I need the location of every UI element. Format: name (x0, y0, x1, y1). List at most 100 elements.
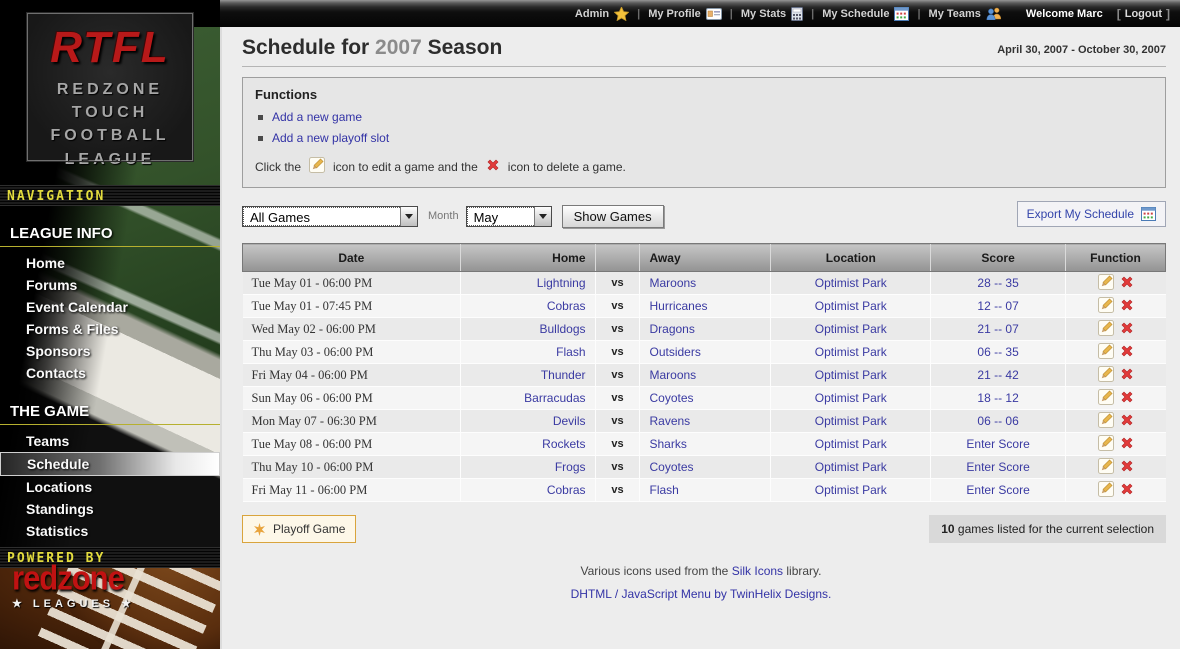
home-team-link[interactable]: Frogs (554, 460, 586, 474)
home-team-link[interactable]: Devils (552, 414, 586, 428)
delete-game-icon[interactable] (1120, 275, 1134, 292)
location-link[interactable]: Optimist Park (814, 345, 887, 359)
topbar-link-my-stats[interactable]: My Stats (741, 6, 804, 21)
delete-game-icon[interactable] (1120, 482, 1134, 499)
score-cell: 21 -- 42 (930, 363, 1066, 387)
sidebar-item-event-calendar[interactable]: Event Calendar (26, 299, 128, 315)
home-team-link[interactable]: Lightning (536, 276, 586, 290)
home-team-link[interactable]: Cobras (546, 483, 586, 497)
month-filter-select[interactable]: May (465, 205, 552, 227)
delete-game-icon[interactable] (1120, 321, 1134, 338)
home-team-cell: Devils (459, 409, 596, 433)
location-link[interactable]: Optimist Park (814, 276, 887, 290)
location-cell: Optimist Park (770, 317, 931, 341)
export-calendar-icon (1141, 207, 1156, 221)
sidebar-item-schedule[interactable]: Schedule (0, 452, 220, 476)
home-team-link[interactable]: Rockets (542, 437, 586, 451)
edit-game-icon[interactable] (1097, 273, 1114, 293)
logout-link[interactable]: Logout (1124, 7, 1162, 20)
home-team-link[interactable]: Thunder (540, 368, 586, 382)
away-team-link[interactable]: Flash (649, 483, 679, 497)
export-schedule-button[interactable]: Export My Schedule (1016, 201, 1166, 227)
location-link[interactable]: Optimist Park (814, 391, 887, 405)
away-team-link[interactable]: Maroons (649, 368, 697, 382)
topbar-link-admin[interactable]: Admin (575, 6, 630, 21)
function-link-add-a-new-playoff-slot[interactable]: Add a new playoff slot (272, 131, 390, 145)
score-link[interactable]: 21 -- 42 (977, 368, 1019, 382)
playoff-game-button[interactable]: Playoff Game (242, 515, 357, 543)
edit-game-icon[interactable] (1097, 457, 1114, 477)
location-link[interactable]: Optimist Park (814, 483, 887, 497)
sidebar-item-home[interactable]: Home (26, 255, 65, 271)
edit-game-icon[interactable] (1097, 480, 1114, 500)
show-games-button[interactable]: Show Games (561, 204, 664, 228)
location-link[interactable]: Optimist Park (814, 299, 887, 313)
twinhelix-link[interactable]: DHTML / JavaScript Menu by TwinHelix Des… (570, 587, 832, 602)
note-middle: icon to edit a game and the (333, 159, 478, 174)
sidebar-item-teams[interactable]: Teams (26, 433, 70, 449)
score-link[interactable]: Enter Score (966, 460, 1030, 474)
topbar-link-my-profile[interactable]: My Profile (648, 7, 722, 20)
sidebar-item-sponsors[interactable]: Sponsors (26, 343, 91, 359)
delete-game-icon[interactable] (1120, 436, 1134, 453)
score-link[interactable]: 06 -- 06 (977, 414, 1019, 428)
score-link[interactable]: 28 -- 35 (977, 276, 1019, 290)
home-team-link[interactable]: Flash (556, 345, 586, 359)
away-team-link[interactable]: Ravens (649, 414, 691, 428)
delete-game-icon[interactable] (1120, 413, 1134, 430)
sidebar-item-forms-files[interactable]: Forms & Files (26, 321, 119, 337)
delete-game-icon[interactable] (1120, 298, 1134, 315)
location-link[interactable]: Optimist Park (814, 368, 887, 382)
home-team-link[interactable]: Bulldogs (539, 322, 586, 336)
edit-game-icon[interactable] (1097, 411, 1114, 431)
delete-game-icon[interactable] (1120, 390, 1134, 407)
game-date: Fri May 11 - 06:00 PM (242, 478, 461, 502)
vs-label: vs (594, 432, 640, 456)
edit-game-icon[interactable] (1097, 434, 1114, 454)
away-team-link[interactable]: Coyotes (649, 460, 694, 474)
edit-game-icon[interactable] (1097, 388, 1114, 408)
location-link[interactable]: Optimist Park (814, 437, 887, 451)
score-link[interactable]: Enter Score (966, 437, 1030, 451)
topbar-link-my-teams[interactable]: My Teams (929, 7, 1002, 20)
function-cell (1065, 363, 1166, 387)
delete-game-icon[interactable] (1120, 367, 1134, 384)
sidebar-item-forums[interactable]: Forums (26, 277, 78, 293)
location-link[interactable]: Optimist Park (814, 414, 887, 428)
sidebar-item-contacts[interactable]: Contacts (26, 365, 86, 381)
home-team-link[interactable]: Cobras (546, 299, 586, 313)
location-link[interactable]: Optimist Park (814, 322, 887, 336)
away-team-link[interactable]: Coyotes (649, 391, 694, 405)
score-link[interactable]: 12 -- 07 (977, 299, 1019, 313)
score-link[interactable]: 18 -- 12 (977, 391, 1019, 405)
score-link[interactable]: 06 -- 35 (977, 345, 1019, 359)
edit-game-icon[interactable] (1097, 342, 1114, 362)
score-link[interactable]: 21 -- 07 (977, 322, 1019, 336)
edit-game-icon[interactable] (1097, 365, 1114, 385)
away-team-link[interactable]: Hurricanes (649, 299, 708, 313)
title-suffix: Season (421, 36, 503, 59)
sidebar-item-locations[interactable]: Locations (26, 479, 93, 495)
function-link-add-a-new-game[interactable]: Add a new game (272, 110, 363, 124)
edit-game-icon[interactable] (1097, 296, 1114, 316)
away-team-link[interactable]: Outsiders (649, 345, 701, 359)
away-team-link[interactable]: Dragons (649, 322, 695, 336)
games-count-number: 10 (941, 522, 955, 536)
away-team-link[interactable]: Maroons (649, 276, 697, 290)
delete-game-icon[interactable] (1120, 459, 1134, 476)
home-team-link[interactable]: Barracudas (524, 391, 586, 405)
topbar-link-my-schedule[interactable]: My Schedule (822, 6, 910, 21)
score-link[interactable]: Enter Score (966, 483, 1030, 497)
sidebar-item-standings[interactable]: Standings (26, 501, 94, 517)
location-link[interactable]: Optimist Park (814, 460, 887, 474)
away-team-link[interactable]: Sharks (649, 437, 687, 451)
sidebar-item-statistics[interactable]: Statistics (26, 523, 89, 539)
delete-game-icon[interactable] (1120, 344, 1134, 361)
silk-icons-link[interactable]: Silk Icons (731, 564, 784, 578)
home-team-cell: Barracudas (459, 386, 596, 410)
games-filter-select[interactable]: All Games (242, 205, 418, 227)
edit-game-icon[interactable] (1097, 319, 1114, 339)
table-row: Tue May 01 - 07:45 PM Cobras vs Hurricanes O… (242, 294, 1166, 318)
logo-line: FOOTBALL (50, 127, 170, 145)
location-cell: Optimist Park (770, 340, 931, 364)
